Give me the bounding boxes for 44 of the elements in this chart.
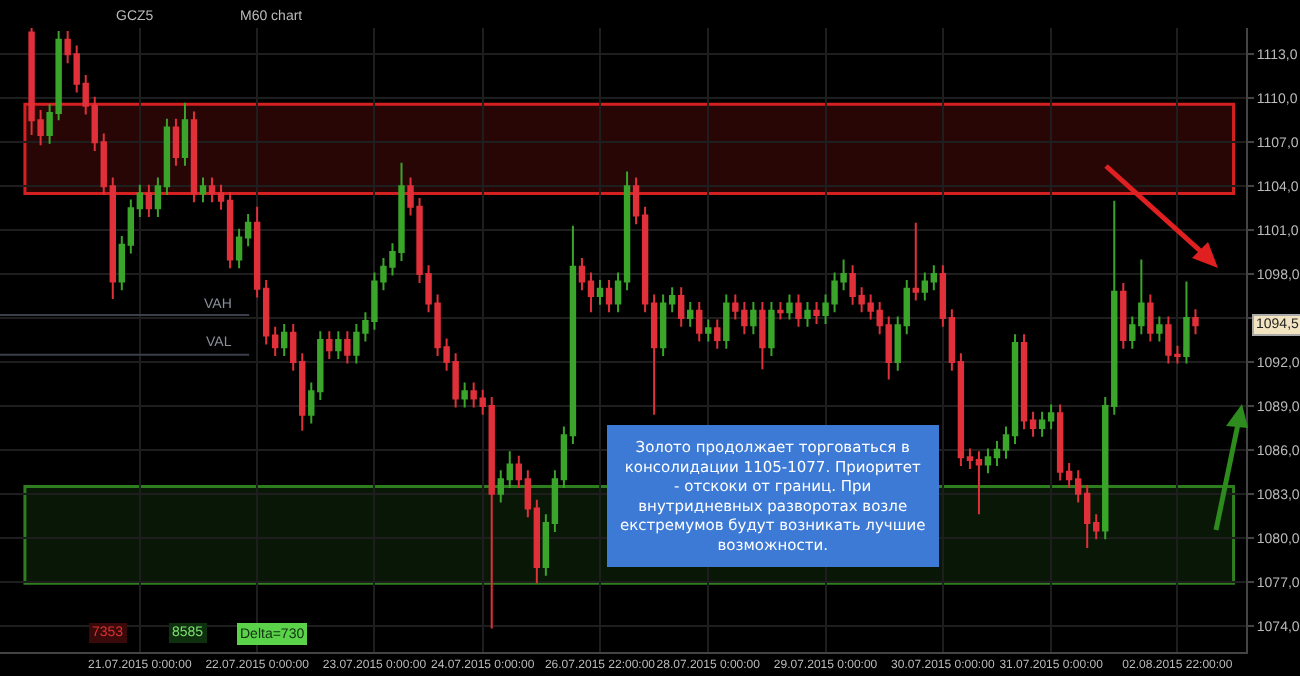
candlestick [1020,333,1028,431]
candlestick [596,278,604,306]
candlestick [759,300,766,371]
candlestick [677,286,685,328]
candlestick [696,300,703,343]
candlestick [172,117,180,167]
candlestick [181,101,189,167]
candlestick [777,300,784,321]
candlestick [795,293,802,328]
candlestick [1147,293,1154,343]
candlestick [723,293,730,350]
candlestick [199,176,207,204]
candlestick [804,300,811,328]
candlestick [750,300,757,336]
candlestick [1183,280,1190,365]
candlestick [488,396,495,630]
candlestick [326,330,333,361]
candlestick [813,300,820,325]
candlestick [1156,315,1163,343]
candlestick [921,271,929,302]
candlestick [768,300,775,358]
candlestick [912,221,919,302]
candlestick [145,183,153,218]
candlestick [335,330,342,361]
candlestick [208,176,216,204]
candlestick [786,293,793,321]
candlestick [344,330,351,365]
candlestick [1038,410,1046,438]
candlestick [659,293,667,358]
candlestick [1047,403,1055,431]
candlestick [1120,281,1127,350]
candlestick [461,381,468,409]
candlestick [984,447,992,475]
candlestick [975,450,983,516]
candlestick [226,191,234,270]
candlestick [687,300,694,328]
candlestick [705,318,712,343]
candlestick [281,322,288,358]
candlestick [1056,403,1064,482]
candlestick [605,278,613,314]
candlestick [190,110,198,204]
candlestick [714,318,721,350]
candlestick [1192,308,1199,336]
candlestick [930,264,938,292]
